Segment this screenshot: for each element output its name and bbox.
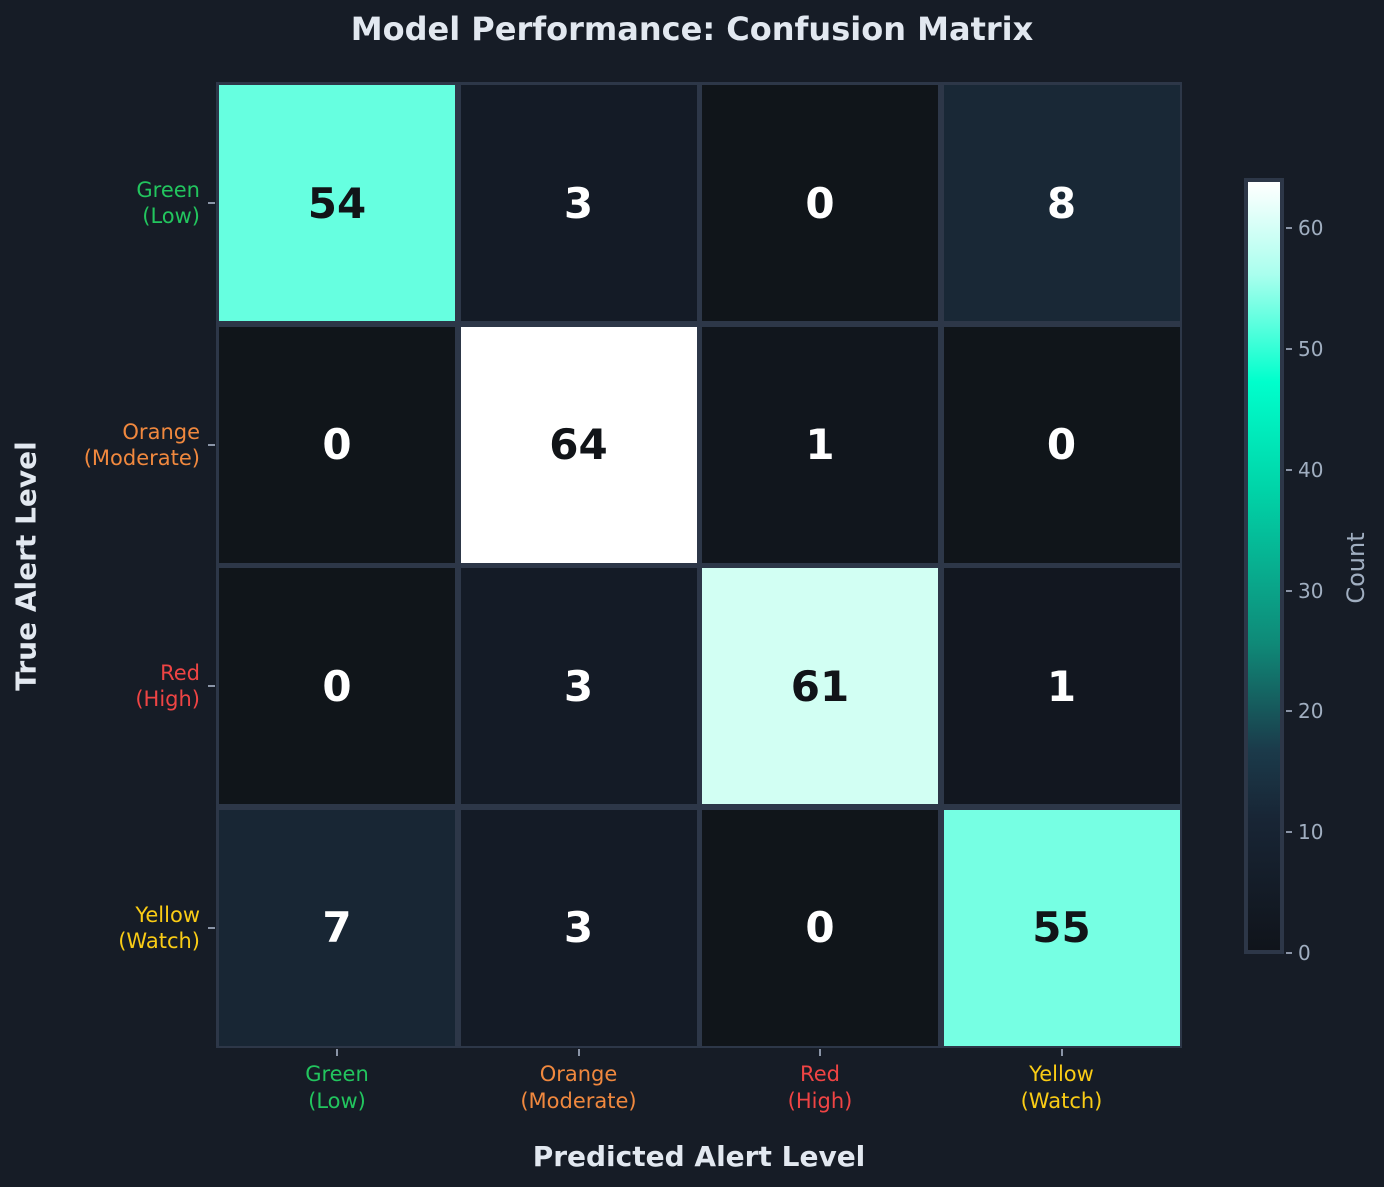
tick-name: Green bbox=[136, 178, 200, 202]
colorbar-tick-mark bbox=[1286, 347, 1292, 350]
matrix-cell: 64 bbox=[460, 326, 697, 563]
tick-sub: (Moderate) bbox=[520, 1089, 637, 1113]
tick-sub: (Low) bbox=[308, 1089, 366, 1113]
x-tick-mark bbox=[1060, 1049, 1063, 1056]
tick-name: Orange bbox=[122, 419, 200, 444]
matrix-cell: 3 bbox=[460, 85, 697, 321]
colorbar-tick-label: 30 bbox=[1298, 578, 1324, 603]
tick-name: Red bbox=[800, 1062, 840, 1086]
matrix-cell: 1 bbox=[943, 568, 1180, 804]
colorbar-tick-mark bbox=[1286, 468, 1292, 471]
colorbar-tick-label: 10 bbox=[1298, 820, 1324, 845]
y-tick-label: Orange (Moderate) bbox=[84, 419, 200, 471]
x-tick-label: Orange (Moderate) bbox=[459, 1061, 699, 1115]
tick-name: Red bbox=[160, 661, 200, 685]
x-tick-mark bbox=[336, 1049, 338, 1056]
matrix-cell: 0 bbox=[219, 326, 455, 563]
confusion-matrix: 54 3 0 8 0 64 1 0 0 3 61 1 7 3 0 55 bbox=[216, 82, 1182, 1048]
y-tick-label: Red (High) bbox=[135, 660, 200, 712]
matrix-cell: 7 bbox=[219, 809, 455, 1046]
colorbar-tick-label: 40 bbox=[1298, 457, 1324, 482]
y-tick-mark bbox=[208, 926, 215, 929]
tick-sub: (Moderate) bbox=[83, 445, 200, 470]
matrix-cell: 0 bbox=[943, 326, 1180, 563]
x-tick-label: Yellow (Watch) bbox=[942, 1061, 1182, 1115]
matrix-cell: 0 bbox=[702, 809, 938, 1046]
matrix-cell: 54 bbox=[219, 85, 455, 321]
colorbar-tick-mark bbox=[1286, 710, 1292, 713]
matrix-cell: 55 bbox=[943, 809, 1180, 1046]
colorbar-tick-mark bbox=[1286, 831, 1292, 834]
y-tick-mark bbox=[208, 443, 215, 446]
matrix-cell: 1 bbox=[702, 326, 938, 563]
chart-title: Model Performance: Confusion Matrix bbox=[350, 10, 1034, 48]
tick-sub: (High) bbox=[787, 1089, 853, 1113]
x-axis-label: Predicted Alert Level bbox=[532, 1140, 866, 1173]
y-tick-mark bbox=[208, 685, 215, 687]
x-tick-label: Red (High) bbox=[700, 1061, 940, 1115]
matrix-cell: 3 bbox=[460, 568, 697, 804]
tick-name: Orange bbox=[539, 1062, 618, 1086]
matrix-cell: 0 bbox=[219, 568, 455, 804]
colorbar-tick-label: 0 bbox=[1298, 941, 1311, 965]
colorbar-tick-mark bbox=[1286, 227, 1292, 229]
x-tick-label: Green (Low) bbox=[217, 1061, 457, 1115]
y-tick-mark bbox=[208, 202, 215, 204]
colorbar-tick-label: 20 bbox=[1298, 699, 1324, 724]
tick-sub: (Low) bbox=[142, 204, 200, 228]
matrix-cell: 61 bbox=[702, 568, 938, 804]
x-tick-mark bbox=[819, 1049, 821, 1056]
colorbar-tick-label: 50 bbox=[1298, 336, 1324, 361]
tick-sub: (Watch) bbox=[1020, 1089, 1103, 1113]
y-tick-label: Green (Low) bbox=[136, 177, 200, 229]
tick-sub: (High) bbox=[135, 687, 200, 711]
tick-name: Green bbox=[305, 1062, 369, 1086]
colorbar bbox=[1244, 178, 1284, 954]
tick-sub: (Watch) bbox=[118, 928, 200, 953]
matrix-cell: 8 bbox=[943, 85, 1180, 321]
matrix-cell: 3 bbox=[460, 809, 697, 1046]
tick-name: Yellow bbox=[135, 902, 200, 927]
x-tick-mark bbox=[577, 1049, 580, 1056]
colorbar-tick-label: 60 bbox=[1298, 216, 1324, 240]
colorbar-tick-mark bbox=[1286, 589, 1292, 592]
matrix-cell: 0 bbox=[702, 85, 938, 321]
y-axis-label: True Alert Level bbox=[9, 441, 43, 691]
y-tick-label: Yellow (Watch) bbox=[118, 902, 200, 954]
colorbar-tick-mark bbox=[1286, 952, 1292, 954]
tick-name: Yellow bbox=[1029, 1062, 1094, 1086]
colorbar-label: Count bbox=[1342, 532, 1370, 604]
